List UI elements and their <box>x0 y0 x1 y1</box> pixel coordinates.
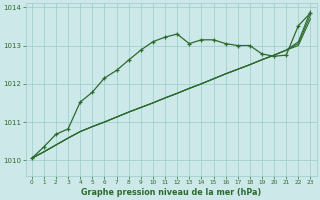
X-axis label: Graphe pression niveau de la mer (hPa): Graphe pression niveau de la mer (hPa) <box>81 188 261 197</box>
